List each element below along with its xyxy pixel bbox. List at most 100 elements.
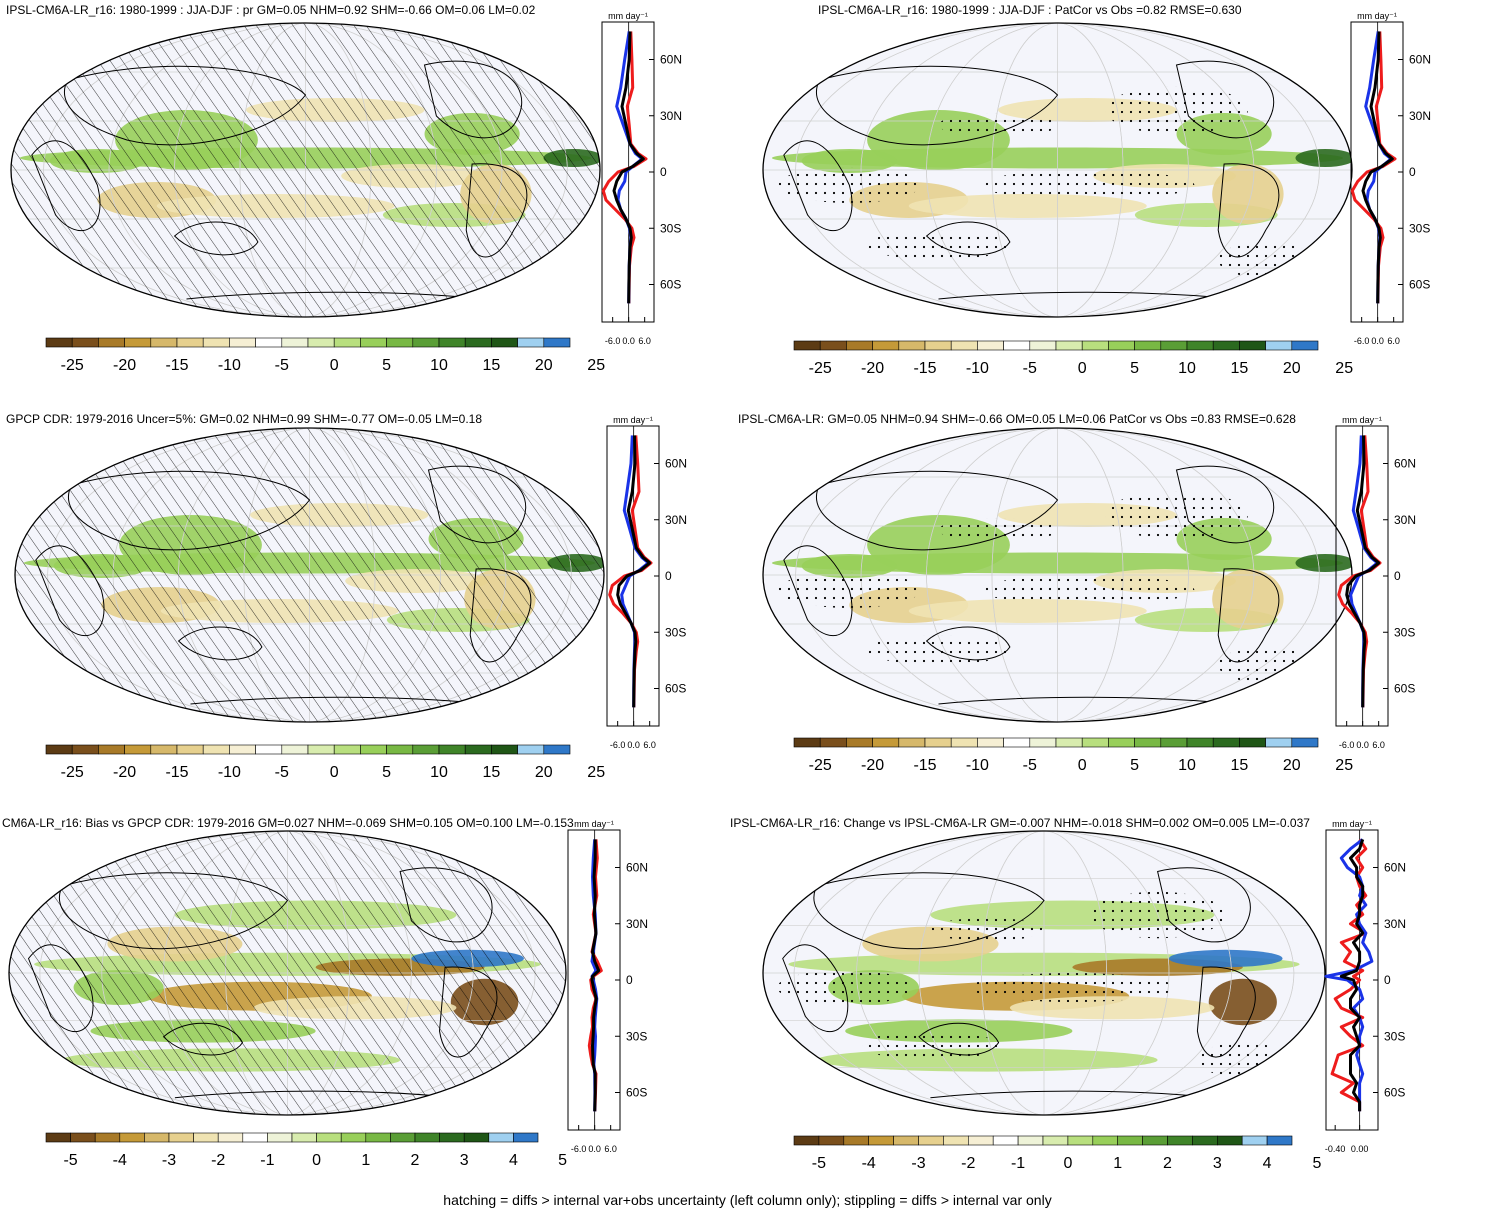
colorbar-swatch [818, 1135, 845, 1146]
lat-tick-label: 60S [626, 1086, 647, 1100]
zonal-line-red [601, 31, 648, 304]
panel-title: IPSL-CM6A-LR: GM=0.05 NHM=0.94 SHM=-0.66… [738, 412, 1296, 426]
colorbar-label: 2 [411, 1152, 420, 1169]
map-field [15, 428, 604, 722]
colorbar-label: 20 [1283, 757, 1301, 774]
colorbar-swatch [464, 337, 492, 348]
stippling-overlay [1105, 491, 1248, 539]
colorbar-swatch [1239, 737, 1266, 748]
colorbar-swatch [1055, 737, 1083, 748]
coastline [1217, 568, 1280, 663]
colorbar-swatch [267, 1132, 293, 1143]
colorbar-label: -5 [63, 1152, 77, 1169]
colorbar-swatch [846, 340, 873, 351]
colorbar-swatch [229, 744, 256, 755]
hatching-overlay [15, 428, 604, 722]
lat-tick-label: 30N [665, 513, 687, 527]
lat-tick-label: 30S [626, 1029, 647, 1043]
zonal-line-black [1345, 435, 1381, 708]
colorbar-swatch [793, 340, 821, 351]
lat-tick-label: 60S [1409, 278, 1430, 292]
colorbar-swatch [150, 337, 178, 348]
colorbar-swatch [333, 337, 361, 348]
colorbar-label: 25 [587, 764, 605, 781]
colorbar-swatch [360, 744, 387, 755]
colorbar-label: -2 [211, 1152, 225, 1169]
stippling-overlay [867, 635, 1010, 665]
colorbar-swatch [1291, 737, 1319, 748]
coastline [1175, 465, 1274, 544]
colorbar-swatch [281, 337, 309, 348]
colorbar-swatch [98, 744, 125, 755]
colorbar-label: 5 [558, 1152, 567, 1169]
colorbar-swatch [992, 1135, 1019, 1146]
colorbar: -25 -20 -15 -10 -5 0 5 10 15 20 25 [45, 337, 605, 374]
lat-tick-label: 0 [1394, 569, 1401, 583]
colorbar-label: 25 [1335, 757, 1353, 774]
colorbar-label: -10 [966, 360, 989, 377]
stippling-overlay [777, 970, 914, 1005]
colorbar-swatch [491, 337, 518, 348]
world-map [762, 22, 1353, 318]
colorbar-label: 25 [1335, 360, 1353, 377]
colorbar-label: -1 [260, 1152, 274, 1169]
precip-anomaly-region [1295, 554, 1352, 572]
lat-tick-label: 0 [626, 973, 633, 987]
precip-anomaly-region [1212, 569, 1284, 629]
colorbar-swatch [1042, 1135, 1069, 1146]
colorbar-swatch [340, 1132, 367, 1143]
coastline [938, 696, 1237, 705]
colorbar-swatch [1212, 340, 1240, 351]
colorbar-swatch [386, 744, 414, 755]
colorbar: -25 -20 -15 -10 -5 0 5 10 15 20 25 [45, 744, 605, 781]
panel-title: IPSL-CM6A-LR_r16: 1980-1999 : JJA-DJF : … [6, 3, 536, 17]
colorbar-swatch [868, 1135, 894, 1146]
x-tick-label: -6.0 [605, 336, 621, 346]
colorbar-swatch [94, 1132, 121, 1143]
colorbar: -25 -20 -15 -10 -5 0 5 10 15 20 25 [793, 737, 1353, 774]
world-map [762, 830, 1326, 1116]
colorbar-label: -25 [61, 764, 84, 781]
colorbar-label: -25 [61, 357, 84, 374]
colorbar-swatch [281, 744, 309, 755]
colorbar: -5 -4 -3 -2 -1 0 1 2 3 4 5 [45, 1132, 567, 1169]
colorbar-label: -15 [165, 357, 188, 374]
precip-anomaly-region [1295, 149, 1352, 167]
colorbar-label: -5 [275, 357, 289, 374]
map-border [762, 830, 1326, 1116]
map-border [762, 22, 1353, 318]
zonal-mean-plot: mm day⁻¹ 60N 30N 0 30S 60S -6.0 0.0 6.0 [1350, 11, 1431, 346]
map-field [763, 23, 1352, 317]
colorbar-swatch [543, 337, 571, 348]
colorbar-swatch [1142, 1135, 1168, 1146]
world-map [762, 427, 1353, 723]
colorbar-swatch [898, 340, 926, 351]
colorbar-swatch [1108, 340, 1135, 351]
lat-tick-label: 0 [1409, 165, 1416, 179]
colorbar-label: 5 [382, 764, 391, 781]
lat-tick-label: 60S [1394, 682, 1415, 696]
colorbar-label: 5 [1130, 360, 1139, 377]
colorbar-swatch [513, 1132, 539, 1143]
zonal-line-black [616, 435, 652, 708]
stippling-overlay [980, 575, 1195, 605]
hatching-overlay [9, 831, 566, 1115]
map-field [763, 831, 1325, 1115]
colorbar-swatch [918, 1135, 944, 1146]
colorbar-label: 25 [587, 357, 605, 374]
colorbar-label: 15 [1231, 360, 1249, 377]
units-label: mm day⁻¹ [1332, 819, 1372, 829]
colorbar-swatch [517, 337, 545, 348]
colorbar-swatch [1134, 737, 1162, 748]
x-tick-label: 0.0 [622, 336, 635, 346]
x-tick-label: 6.0 [638, 336, 651, 346]
colorbar-swatch [1241, 1135, 1268, 1146]
x-tick-label: -6.0 [1354, 336, 1370, 346]
colorbar-label: 15 [1231, 757, 1249, 774]
stippling-overlay [1089, 891, 1226, 939]
precip-anomaly-region [1212, 164, 1284, 224]
panel-title: CM6A-LR_r16: Bias vs GPCP CDR: 1979-2016… [2, 816, 574, 830]
colorbar-swatch [390, 1132, 416, 1143]
colorbar-swatch [1081, 340, 1109, 351]
colorbar-swatch [412, 744, 440, 755]
